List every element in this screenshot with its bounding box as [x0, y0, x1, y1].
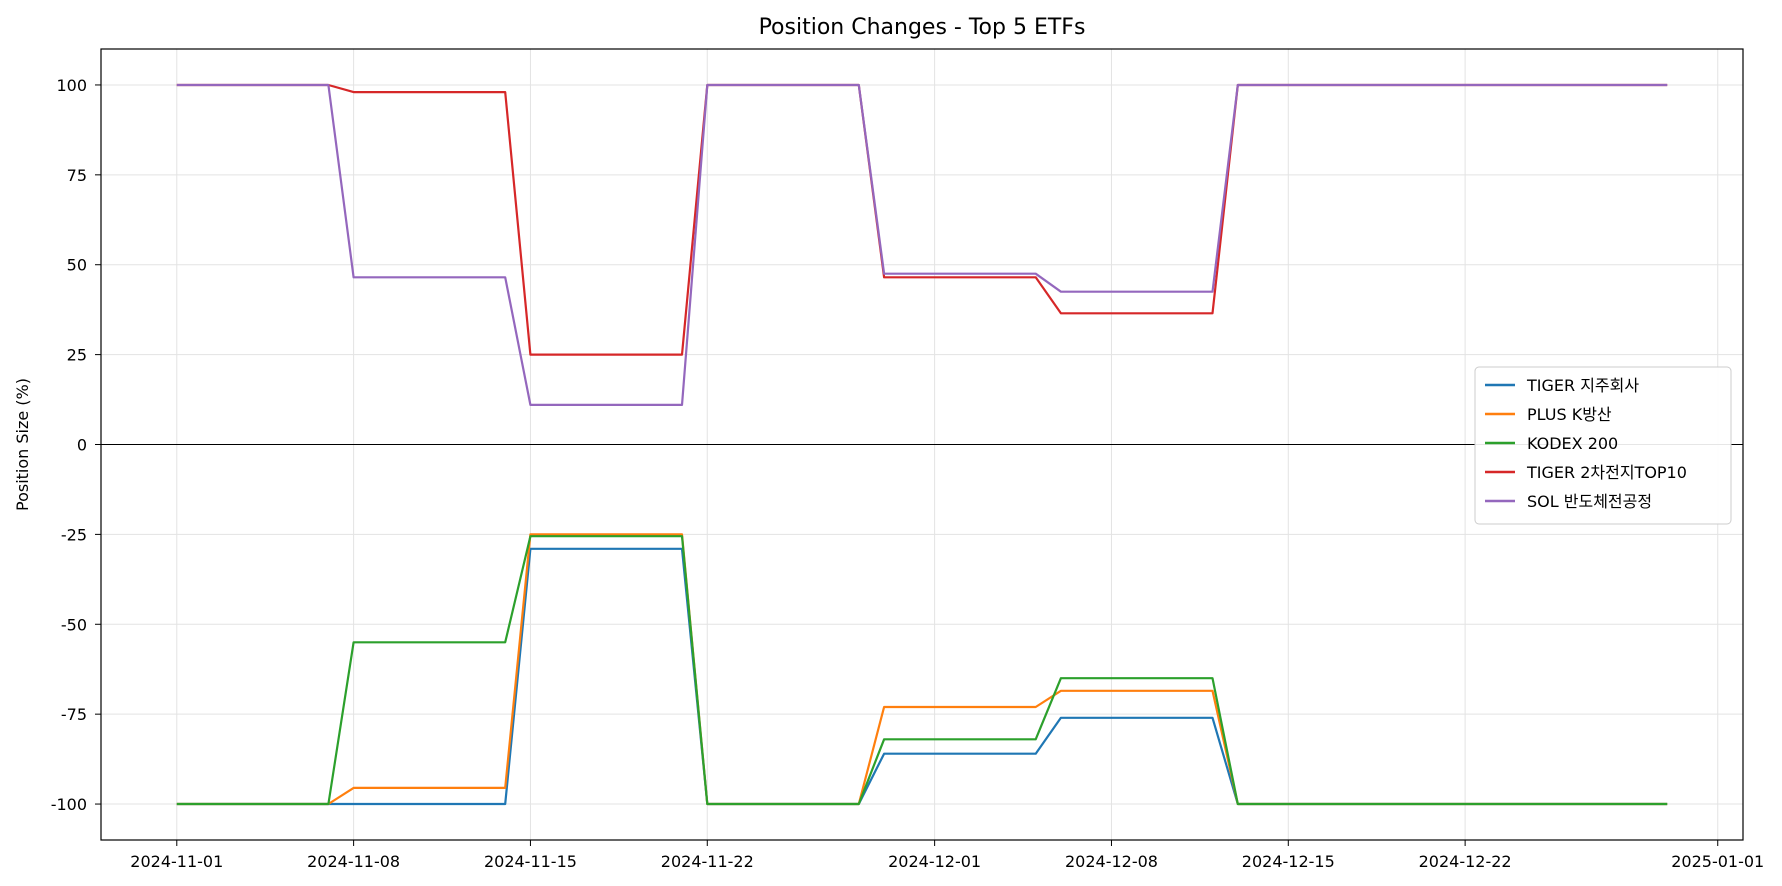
- y-tick-label: 0: [77, 436, 87, 455]
- x-tick-label: 2024-11-15: [484, 852, 577, 871]
- x-tick-label: 2024-12-01: [888, 852, 981, 871]
- x-tick-label: 2024-11-01: [130, 852, 223, 871]
- legend-label: SOL 반도체전공정: [1527, 492, 1652, 511]
- y-tick-label: 50: [67, 256, 87, 275]
- series-line-5: [176, 83, 1668, 406]
- legend-label: TIGER 지주회사: [1526, 376, 1639, 395]
- y-tick-label: 25: [67, 346, 87, 365]
- legend-box: [1474, 366, 1732, 525]
- series-line-1: [176, 547, 1668, 806]
- legend-label: KODEX 200: [1527, 434, 1618, 453]
- series-line-4: [176, 83, 1668, 356]
- y-axis-title: Position Size (%): [13, 378, 32, 511]
- y-tick-label: -100: [51, 795, 87, 814]
- x-tick-label: 2024-12-22: [1419, 852, 1512, 871]
- legend: TIGER 지주회사 PLUS K방산 KODEX 200 TIGER 2차전지TOP…: [1474, 366, 1732, 525]
- x-tick-label: 2024-12-15: [1242, 852, 1335, 871]
- series-line-3: [176, 535, 1668, 806]
- x-tick-label: 2024-12-08: [1065, 852, 1158, 871]
- y-tick-label: -25: [61, 525, 87, 544]
- x-tick-label: 2024-11-22: [661, 852, 754, 871]
- y-tick-label: -75: [61, 705, 87, 724]
- y-tick-label: 100: [56, 76, 87, 95]
- series-lines: [176, 83, 1668, 806]
- x-tick-label: 2024-11-08: [307, 852, 400, 871]
- axis-ticks: 2024-11-01 2024-11-08 2024-11-15 2024-11-22…: [51, 76, 1765, 871]
- x-tick-label: 2025-01-01: [1671, 852, 1764, 871]
- chart-title: Position Changes - Top 5 ETFs: [759, 15, 1086, 40]
- y-tick-label: 75: [67, 166, 87, 185]
- legend-label: TIGER 2차전지TOP10: [1526, 463, 1687, 482]
- series-line-2: [176, 533, 1668, 806]
- legend-label: PLUS K방산: [1527, 405, 1612, 424]
- y-tick-label: -50: [61, 615, 87, 634]
